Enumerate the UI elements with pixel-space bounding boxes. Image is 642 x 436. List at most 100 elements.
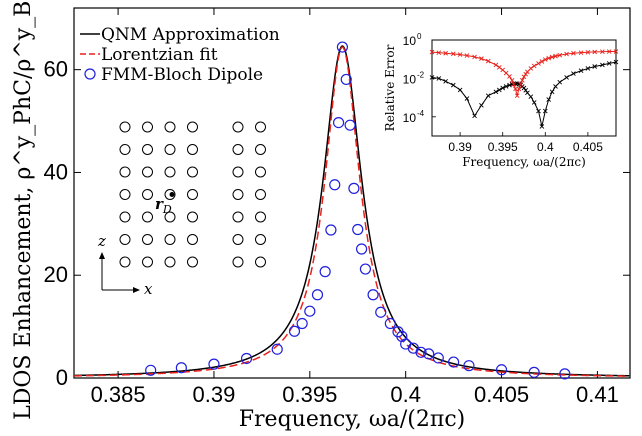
lattice-rod (255, 234, 266, 245)
inset-error-marker (493, 89, 499, 95)
lattice-rod (187, 144, 198, 155)
inset-error-marker (564, 75, 569, 80)
fmm-data-point (415, 346, 427, 358)
legend-label-lorentzian: Lorentzian fit (101, 45, 218, 65)
inset-error-marker (542, 57, 548, 62)
inset-error-marker (521, 74, 527, 80)
fmm-data-point (340, 73, 352, 86)
inset-error-marker (546, 97, 552, 102)
inset-error-marker (592, 49, 598, 55)
inset-y-tick-exponent: -2 (417, 70, 425, 79)
fmm-data-point (463, 360, 475, 372)
lorentzian-fit-line (73, 46, 631, 377)
dipole-point (169, 192, 175, 197)
lattice-rod (232, 121, 244, 133)
lattice-rod (255, 256, 266, 268)
inset-error-marker (507, 74, 512, 79)
lattice-rod (187, 189, 198, 200)
z-axis-symbol: z (97, 232, 106, 250)
lattice-rod (232, 166, 244, 178)
inset-error-marker (542, 108, 548, 114)
inset-error-marker (571, 71, 576, 76)
inset-error-marker (525, 90, 530, 96)
x-tick-label: 0.39 (193, 382, 236, 407)
fmm-markers (145, 41, 571, 380)
fmm-data-point (432, 352, 444, 364)
inset-error-marker (531, 100, 537, 105)
inset-error-marker (507, 82, 512, 88)
fmm-data-point (311, 289, 324, 301)
lattice-rod (119, 121, 131, 133)
inset-error-marker (613, 59, 619, 65)
y-tick-label: 20 (44, 262, 68, 287)
lattice-rod (255, 144, 266, 155)
inset-error-marker (519, 78, 525, 83)
inset-y-label: Relative Error (383, 44, 397, 131)
fmm-data-point (495, 364, 508, 376)
fmm-data-point (332, 116, 345, 129)
inset-error-marker (536, 61, 541, 66)
inset-y-tick-label: 10 (403, 111, 417, 125)
fmm-data-point (348, 182, 360, 194)
lattice-rod (164, 211, 176, 223)
legend-swatch-fmm (84, 68, 96, 80)
inset-error-marker (564, 51, 569, 57)
inset-error-marker (549, 54, 555, 60)
inset-error-marker (464, 96, 470, 101)
inset-y-tick-label: 10 (403, 72, 417, 86)
lattice-rod (187, 211, 198, 223)
inset-error-marker (472, 54, 477, 60)
lattice-rod (119, 189, 131, 200)
x-tick-label: 0.385 (91, 382, 146, 407)
fmm-data-point (271, 343, 283, 355)
inset-error-marker (485, 93, 491, 98)
inset-error-marker (553, 84, 558, 89)
lattice-rod (187, 166, 198, 178)
y-tick-label: 0 (56, 365, 68, 390)
fmm-data-point (559, 368, 571, 380)
inset-error-marker (606, 61, 612, 66)
lattice-rod (164, 166, 176, 178)
fmm-data-point (355, 243, 368, 255)
x-tick-label: 0.405 (474, 382, 529, 407)
qnm-approximation-line (73, 45, 631, 377)
lattice-rod (232, 211, 244, 223)
inset-error-marker (496, 87, 502, 93)
lattice-rod (164, 144, 176, 155)
inset-error-marker (518, 81, 523, 87)
lattice-rod (232, 256, 244, 268)
inset-error-marker (523, 87, 529, 93)
lattice-rod (232, 189, 244, 200)
inset-error-marker (585, 49, 591, 55)
fmm-data-point (175, 362, 187, 374)
lattice-rod (164, 121, 176, 133)
inset-error-marker (479, 56, 484, 61)
inset-error-marker (531, 63, 537, 69)
inset-error-marker (503, 70, 509, 76)
fmm-data-point (329, 179, 341, 191)
fmm-data-point (319, 266, 331, 278)
legend-label-qnm: QNM Approximation (101, 25, 280, 45)
legend: QNM Approximation Lorentzian fit FMM-Blo… (80, 25, 280, 85)
lattice-rod (187, 234, 198, 245)
inset-error-marker (500, 85, 506, 91)
inset-error-marker (472, 113, 477, 119)
y-tick-label: 60 (44, 57, 68, 82)
lattice-rod (119, 211, 131, 223)
fmm-data-point (423, 348, 435, 360)
fmm-data-point (344, 119, 356, 131)
inset-error-marker (511, 81, 517, 87)
lattice-rod (255, 189, 266, 200)
lattice-rod (255, 166, 266, 178)
inset-error-marker (536, 108, 541, 114)
inset-x-label: Frequency, ωa/(2πc) (462, 155, 586, 169)
coordinate-axes (99, 252, 140, 293)
x-tick-label: 0.41 (576, 382, 619, 407)
inset-error-marker (450, 51, 456, 57)
inset-error-marker (436, 50, 442, 55)
fmm-data-point (375, 306, 387, 318)
lattice-rod (142, 234, 153, 245)
inset-y-tick-exponent: 0 (417, 32, 422, 41)
